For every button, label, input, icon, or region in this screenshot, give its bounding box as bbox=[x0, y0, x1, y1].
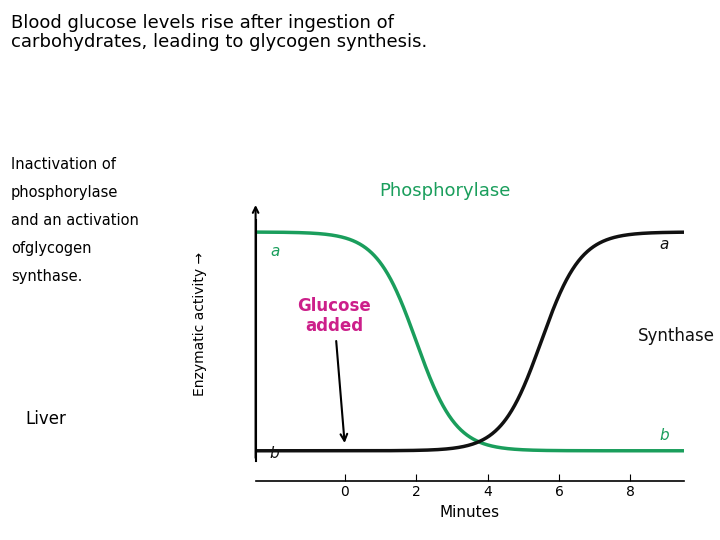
Text: carbohydrates, leading to glycogen synthesis.: carbohydrates, leading to glycogen synth… bbox=[11, 33, 427, 51]
Text: ofglycogen: ofglycogen bbox=[11, 241, 91, 256]
Text: phosphorylase: phosphorylase bbox=[11, 185, 118, 200]
Text: synthase.: synthase. bbox=[11, 269, 82, 284]
Text: Enzymatic activity →: Enzymatic activity → bbox=[193, 252, 207, 396]
Text: and an activation: and an activation bbox=[11, 213, 139, 228]
Text: Liver: Liver bbox=[25, 410, 66, 428]
Text: b: b bbox=[659, 428, 669, 443]
Text: Blood glucose levels rise after ingestion of: Blood glucose levels rise after ingestio… bbox=[11, 14, 394, 31]
Text: a: a bbox=[270, 245, 279, 259]
Text: Glucose
added: Glucose added bbox=[297, 296, 371, 441]
X-axis label: Minutes: Minutes bbox=[440, 505, 500, 520]
Text: a: a bbox=[659, 237, 668, 252]
Text: b: b bbox=[270, 446, 279, 461]
Text: Inactivation of: Inactivation of bbox=[11, 157, 116, 172]
Text: Synthase: Synthase bbox=[638, 327, 714, 346]
Text: Phosphorylase: Phosphorylase bbox=[379, 182, 510, 200]
